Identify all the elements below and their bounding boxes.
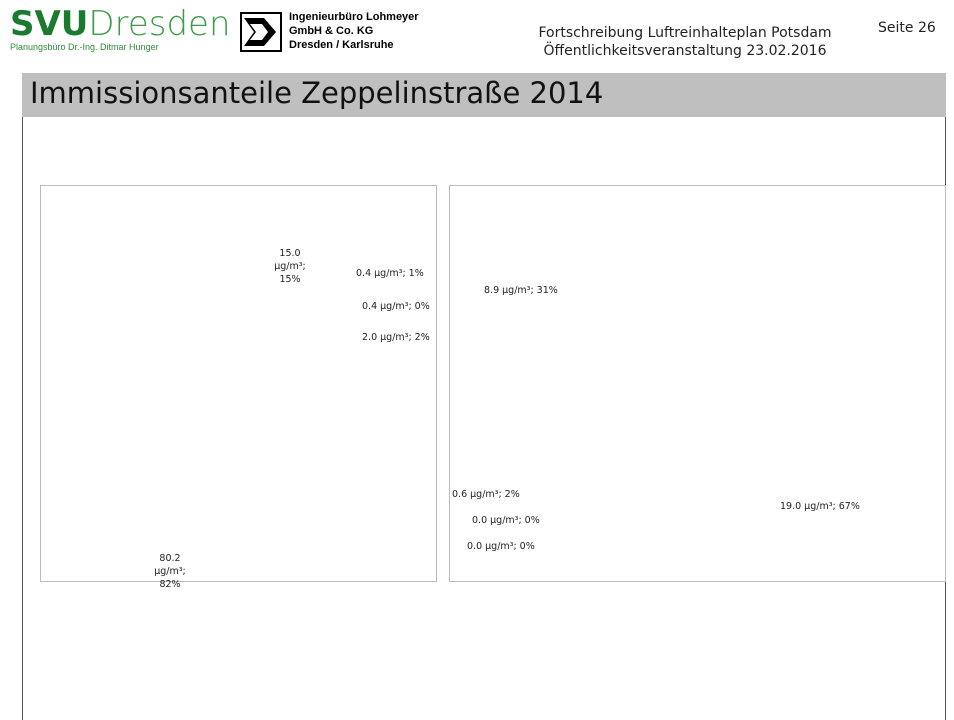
logo: SVUDresden: [10, 6, 231, 42]
slide-title: Immissionsanteile Zeppelinstraße 2014: [30, 76, 604, 110]
company-line: Dresden / Karlsruhe: [289, 39, 394, 51]
data-label: 0.0 µg/m³; 0%: [472, 515, 540, 526]
data-label: 0.4 µg/m³; 1%: [356, 268, 424, 279]
data-label: 2.0 µg/m³; 2%: [362, 332, 430, 343]
data-label: 80.2 µg/m³; 82%: [154, 553, 186, 590]
chart-box: [449, 185, 946, 582]
slide-border-left: [22, 117, 23, 720]
data-label: 15.0 µg/m³; 15%: [274, 248, 306, 285]
event-line: Öffentlichkeitsveranstaltung 23.02.2016: [543, 43, 827, 59]
company-line: Ingenieurbüro Lohmeyer: [289, 11, 419, 23]
page-number: Seite 26: [878, 20, 936, 36]
company-line: GmbH & Co. KG: [289, 25, 374, 37]
company: Ingenieurbüro Lohmeyer GmbH & Co. KG Dre…: [289, 10, 419, 52]
event: Fortschreibung Luftreinhalteplan Potsdam…: [500, 24, 870, 60]
logo-sub: Planungsbüro Dr.-Ing. Ditmar Hunger: [10, 42, 159, 52]
data-label: 0.6 µg/m³; 2%: [452, 489, 520, 500]
chart-box: [40, 185, 437, 582]
title-bar: [22, 73, 946, 117]
data-label: 0.0 µg/m³; 0%: [467, 541, 535, 552]
data-label: 19.0 µg/m³; 67%: [780, 501, 860, 512]
data-label: 0.4 µg/m³; 0%: [362, 301, 430, 312]
event-line: Fortschreibung Luftreinhalteplan Potsdam: [538, 25, 832, 41]
logo-right: Dresden: [88, 4, 231, 44]
data-label: 8.9 µg/m³; 31%: [484, 285, 558, 296]
logo-left: SVU: [10, 4, 89, 44]
